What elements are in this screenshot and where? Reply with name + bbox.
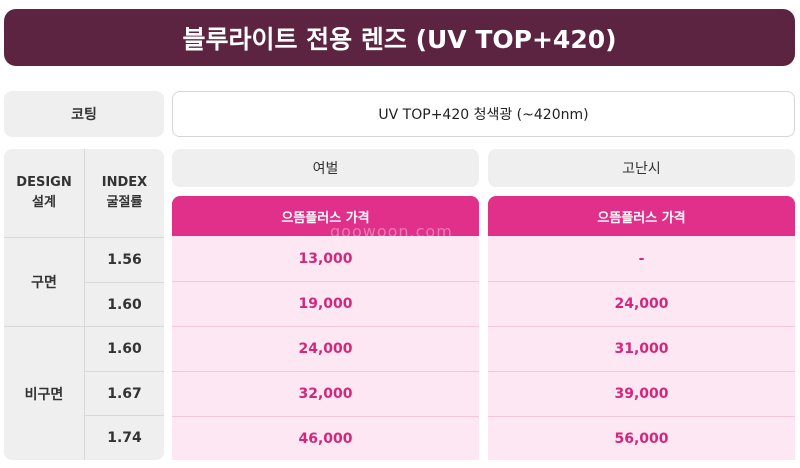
coating-label-cell: 코팅	[4, 91, 164, 137]
index-value: 1.56	[107, 252, 142, 268]
index-value: 1.60	[107, 341, 142, 357]
index-header-ko: 굴절률	[106, 195, 143, 210]
design-aspherical: 비구면	[24, 386, 64, 403]
index-value: 1.74	[107, 430, 142, 446]
price-cell: -	[638, 250, 645, 267]
index-header-en: INDEX	[101, 175, 148, 190]
group-header-gonansi: 고난시	[488, 149, 795, 187]
group-header-yeobeol: 여벌	[172, 149, 479, 187]
index-value: 1.67	[107, 385, 142, 402]
price-cell: 31,000	[488, 326, 795, 371]
coating-value-cell: UV TOP+420 청색광 (~420nm)	[172, 91, 795, 137]
price-column-yeobeol: 13,000 19,000 24,000 32,000 46,000	[172, 236, 479, 460]
price-cell: 32,000	[172, 371, 479, 416]
price-header-gonansi: 으뜸플러스 가격	[488, 196, 795, 236]
price-cell: 13,000	[298, 250, 353, 267]
row-divider	[85, 415, 164, 416]
price-column-gonansi: - 24,000 31,000 39,000 56,000	[488, 236, 795, 460]
index-header: INDEX 굴절률	[85, 149, 164, 237]
price-cell: 39,000	[488, 371, 795, 416]
design-spherical: 구면	[31, 275, 57, 291]
price-cell: 19,000	[172, 281, 479, 326]
header-divider	[4, 237, 164, 238]
row-divider	[85, 282, 164, 283]
price-header-yeobeol: 으뜸플러스 가격	[172, 196, 479, 236]
price-cell: 46,000	[172, 416, 479, 460]
design-header-ko: 설계	[32, 195, 56, 210]
price-cell: 24,000	[172, 326, 479, 371]
group-divider	[4, 326, 164, 327]
price-cell: 56,000	[488, 416, 795, 460]
design-header: DESIGN 설계	[4, 149, 84, 237]
coating-label: 코팅	[71, 107, 97, 123]
design-index-panel: DESIGN 설계 INDEX 굴절률 구면 비구면 1.56 1.60 1.6…	[4, 149, 164, 460]
page-title: 블루라이트 전용 렌즈 (UV TOP+420)	[182, 24, 617, 54]
design-header-en: DESIGN	[16, 175, 72, 190]
coating-value: UV TOP+420 청색광 (~420nm)	[378, 107, 589, 123]
title-banner: 블루라이트 전용 렌즈 (UV TOP+420)	[4, 9, 795, 66]
index-value: 1.60	[107, 296, 142, 313]
row-divider	[85, 371, 164, 372]
price-cell: 24,000	[488, 281, 795, 326]
column-divider	[84, 149, 85, 460]
